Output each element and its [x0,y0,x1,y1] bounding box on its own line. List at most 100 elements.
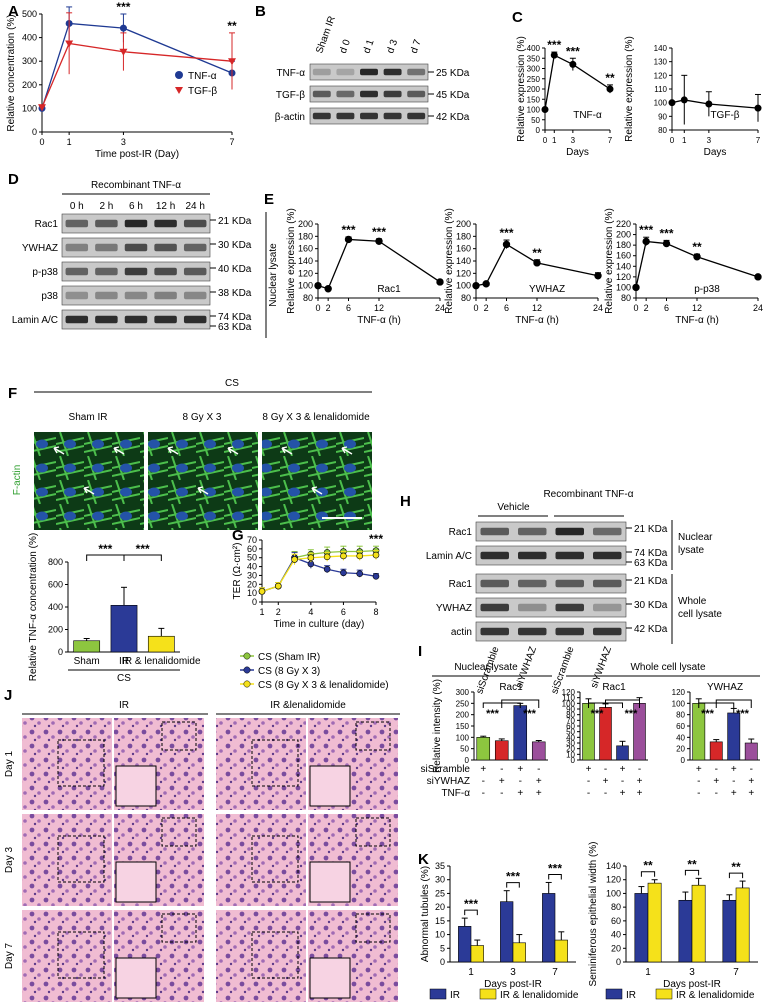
row-label: p-p38 [32,267,58,278]
series-line [671,99,759,109]
data-point [119,48,128,56]
blot-strip [475,621,627,642]
bar [500,901,514,963]
blot-band [555,527,584,536]
row-label: siYWHAZ [427,776,470,787]
sign-mark: + [620,788,626,799]
zoom-box [57,931,105,979]
significance-mark: ** [643,859,653,873]
column-label: 8 Gy X 3 [183,412,222,423]
x-axis-label: Days [566,147,589,158]
zoom-box [355,913,391,943]
legend-label: CS (Sham IR) [258,652,320,663]
data-point [569,60,577,68]
sign-mark: - [638,764,641,775]
y-axis-label: Relative expression (%) [444,208,455,314]
fluorescence-image [34,432,144,530]
x-tick-label: 7 [608,136,613,145]
sign-mark: - [621,776,624,787]
significance-mark: *** [62,0,76,7]
y-tick-label: 80 [303,293,313,303]
inset-image [309,957,351,999]
y-tick-label: 15 [435,916,445,926]
blot-band [95,219,118,228]
blot-band [124,315,148,324]
y-tick-label: 400 [527,44,541,53]
blot-band [593,527,622,536]
y-tick-label: 140 [616,261,631,271]
kda-label: 40 KDa [218,264,252,275]
sign-mark: + [536,776,542,787]
blot-band [183,267,207,276]
data-point [705,100,713,108]
x-tick-label: 3 [510,967,516,978]
panel-i-headers: Nuclear lysate Whole cell lysate siScrambl… [421,662,760,799]
y-tick-label: 200 [48,625,63,635]
legend-marker [243,666,251,674]
bar [616,745,629,761]
bar [554,939,568,963]
x-tick-label: 12 [532,303,542,313]
blot-band [555,551,584,560]
histology-image [216,718,306,810]
y-tick-label: 20 [566,745,575,754]
blot-band [407,68,426,76]
chart-title: TGF-β [710,110,739,121]
y-tick-label: 30 [566,739,575,748]
legend-swatch [429,988,447,1000]
y-tick-label: 35 [435,861,445,871]
panel-letter-d: D [8,171,19,188]
bar [722,899,737,963]
data-point [606,85,614,93]
kda-label: 21 KDa [634,524,668,535]
y-tick-label: 100 [616,282,631,292]
bracket [684,869,700,876]
data-point [258,588,266,595]
y-tick-label: 400 [22,33,37,43]
significance-mark: *** [548,861,562,875]
data-point [680,96,688,104]
significance-mark: *** [116,0,130,14]
y-tick-label: 200 [22,80,37,90]
blot-strip [475,573,627,594]
chart-k1: 0 5 10 15 20 25 30 35 Abnormal tubules (%) *** 1 **… [420,861,579,1001]
group-label: Nuclear [678,532,713,543]
data-point [274,582,282,590]
y-tick-label: 300 [456,688,470,697]
zoom-box [161,913,197,943]
blot-band [183,315,207,324]
y-tick-label: 110 [562,694,575,703]
sign-mark: + [731,788,737,799]
lane-label: 0 h [70,201,84,212]
blot-band [360,112,378,120]
blot-band [518,627,547,636]
y-tick-label: 0 [571,756,576,765]
panel-letter-a: A [8,3,19,20]
legend-label: TNF-α [188,71,217,82]
group-label: Whole cell lysate [630,662,705,673]
x-tick-label: 2 [644,303,649,313]
sign-mark: + [620,764,626,775]
x-tick-label: IR [119,656,129,667]
data-point [344,235,353,244]
y-tick-label: 120 [606,875,621,885]
sign-mark: + [748,788,754,799]
zoom-box [251,835,299,883]
y-tick-label: 20 [611,943,621,953]
bar [647,882,662,963]
y-tick-label: 200 [456,219,471,229]
y-tick-label: 100 [562,699,576,708]
y-tick-label: 140 [606,861,621,871]
blot-band [95,291,118,300]
x-tick-label: 3 [571,136,576,145]
bar [727,712,741,761]
blot-band [518,603,547,612]
x-axis-label: Time in culture (day) [274,619,365,630]
inset-image [115,861,157,903]
y-tick-label: 0 [32,127,37,137]
data-point [693,253,701,261]
sign-mark: + [536,788,542,799]
blot-band [124,267,148,276]
zoom-box [251,739,299,787]
